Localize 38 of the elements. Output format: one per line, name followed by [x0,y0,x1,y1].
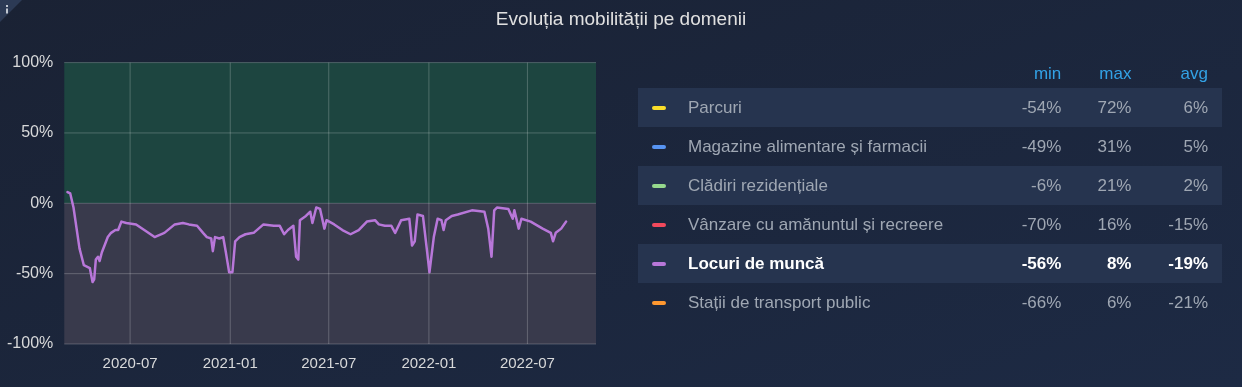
text: -21% [1167,291,1209,314]
text: -70% [1020,213,1063,236]
x-tick-label: 2022-07 [499,354,555,372]
y-tick-label: 100% [12,53,54,71]
legend-label: Stații de transport public [687,291,872,314]
text: avg [1179,64,1209,85]
legend-label: Locuri de muncă [638,244,999,283]
x-tick-label: 2021-07 [301,354,357,372]
text: 21% [1075,166,1146,205]
y-tick-label: -100% [7,334,54,352]
legend-label: Parcuri [638,88,999,127]
x-tick-label: 2022-01 [401,354,457,372]
chart-title: Evoluția mobilității pe domenii [494,8,748,30]
x-tick-label: 2020-07 [102,354,158,372]
text: -56% [998,244,1076,283]
legend-label: Clădiri rezidențiale [638,166,999,205]
legend-label: Magazine alimentare și farmacii [687,135,929,158]
text: -6% [998,166,1076,205]
y-tick-label: -50% [15,264,54,282]
text: 5% [1182,135,1209,158]
text: 6% [1105,291,1133,314]
text: -15% [1167,213,1209,236]
y-tick-label: 0% [30,193,54,211]
text: -49% [1020,135,1063,158]
text: -54% [998,88,1076,127]
text: 8% [1075,244,1146,283]
text: 16% [1096,213,1133,236]
text: 72% [1075,88,1146,127]
text: 31% [1096,135,1133,158]
y-tick-label: 50% [21,123,54,141]
x-tick-label: 2021-01 [202,354,258,372]
legend-label: Vânzare cu amănuntul și recreere [687,213,945,236]
text: min [1032,64,1063,85]
text: -19% [1145,244,1222,283]
text: 2% [1145,166,1222,205]
text: max [1098,64,1133,85]
text: -66% [1020,291,1063,314]
text: 6% [1145,88,1222,127]
